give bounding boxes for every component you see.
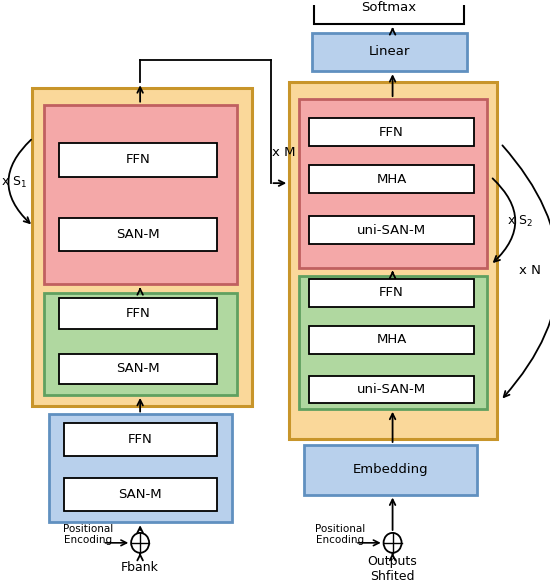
FancyBboxPatch shape <box>309 376 474 403</box>
Text: SAN-M: SAN-M <box>116 363 160 375</box>
Text: FFN: FFN <box>125 307 150 320</box>
FancyBboxPatch shape <box>299 276 487 409</box>
FancyBboxPatch shape <box>309 217 474 244</box>
Text: x N: x N <box>519 264 541 277</box>
Text: FFN: FFN <box>125 154 150 166</box>
Text: x M: x M <box>272 146 295 159</box>
FancyBboxPatch shape <box>64 423 217 456</box>
Text: MHA: MHA <box>376 333 407 346</box>
Text: MHA: MHA <box>376 173 407 186</box>
Text: Outputs
Shfited: Outputs Shfited <box>368 555 417 582</box>
FancyBboxPatch shape <box>59 354 217 384</box>
Text: FFN: FFN <box>379 126 404 139</box>
FancyBboxPatch shape <box>44 105 236 285</box>
FancyBboxPatch shape <box>59 298 217 329</box>
Text: Fbank: Fbank <box>121 561 159 574</box>
Text: x S$_1$: x S$_1$ <box>1 175 28 190</box>
Text: Positional
Encoding: Positional Encoding <box>315 524 365 545</box>
Text: Embedding: Embedding <box>353 463 428 476</box>
FancyBboxPatch shape <box>309 118 474 146</box>
Text: x S$_2$: x S$_2$ <box>507 214 532 229</box>
FancyBboxPatch shape <box>64 478 217 512</box>
FancyBboxPatch shape <box>299 99 487 268</box>
Text: uni-SAN-M: uni-SAN-M <box>357 223 426 237</box>
Text: Softmax: Softmax <box>361 1 417 14</box>
FancyBboxPatch shape <box>312 33 466 72</box>
FancyBboxPatch shape <box>309 165 474 193</box>
FancyBboxPatch shape <box>309 326 474 354</box>
Text: FFN: FFN <box>128 433 153 446</box>
FancyBboxPatch shape <box>49 414 232 523</box>
FancyBboxPatch shape <box>59 218 217 251</box>
FancyBboxPatch shape <box>32 88 251 406</box>
FancyBboxPatch shape <box>304 445 476 495</box>
Text: SAN-M: SAN-M <box>116 228 160 241</box>
FancyBboxPatch shape <box>309 279 474 307</box>
FancyBboxPatch shape <box>59 143 217 176</box>
Text: FFN: FFN <box>379 286 404 299</box>
Text: SAN-M: SAN-M <box>119 488 162 501</box>
FancyBboxPatch shape <box>314 0 464 24</box>
FancyBboxPatch shape <box>289 83 497 439</box>
Text: Linear: Linear <box>368 45 410 59</box>
Text: uni-SAN-M: uni-SAN-M <box>357 383 426 396</box>
Text: Positional
Encoding: Positional Encoding <box>63 524 113 545</box>
FancyBboxPatch shape <box>44 293 236 395</box>
